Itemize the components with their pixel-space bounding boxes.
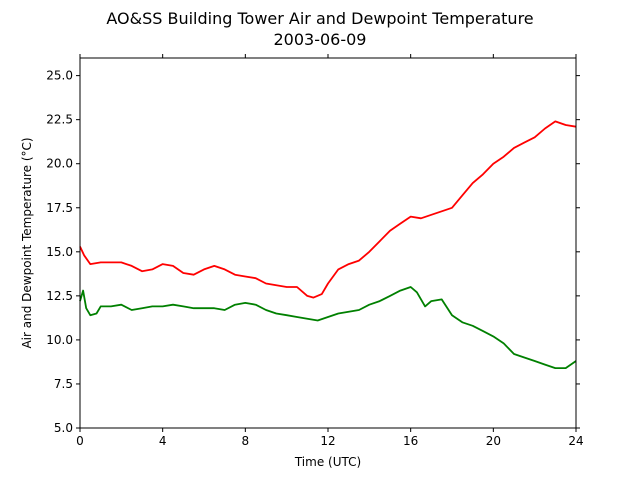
x-tick-label-4: 16 (403, 434, 418, 448)
series-line-0 (79, 120, 577, 299)
plot-frame (79, 57, 577, 429)
y-tick-label-1: 7.5 (54, 377, 73, 391)
chart-title: AO&SS Building Tower Air and Dewpoint Te… (106, 9, 533, 28)
x-tick-label-3: 12 (320, 434, 335, 448)
y-tick-label-0: 5.0 (54, 421, 73, 435)
x-axis: 0 4 8 12 16 20 24 (76, 54, 584, 448)
y-tick-label-6: 20.0 (46, 157, 73, 171)
x-tick-label-5: 20 (486, 434, 501, 448)
y-tick-label-4: 15.0 (46, 245, 73, 259)
series-layer (79, 120, 577, 370)
y-axis-label: Air and Dewpoint Temperature (°C) (20, 137, 34, 348)
chart-subtitle: 2003-06-09 (274, 30, 367, 49)
x-tick-label-6: 24 (568, 434, 583, 448)
y-tick-label-3: 12.5 (46, 289, 73, 303)
x-tick-label-0: 0 (76, 434, 84, 448)
y-axis: 5.0 7.5 10.0 12.5 15.0 17.5 20.0 22.5 25.0 (46, 69, 580, 435)
y-tick-label-2: 10.0 (46, 333, 73, 347)
x-axis-label: Time (UTC) (294, 455, 361, 469)
y-tick-label-5: 17.5 (46, 201, 73, 215)
y-tick-label-7: 22.5 (46, 113, 73, 127)
x-tick-label-1: 4 (159, 434, 167, 448)
y-tick-label-8: 25.0 (46, 69, 73, 83)
x-tick-label-2: 8 (242, 434, 250, 448)
series-line-1 (79, 286, 577, 370)
